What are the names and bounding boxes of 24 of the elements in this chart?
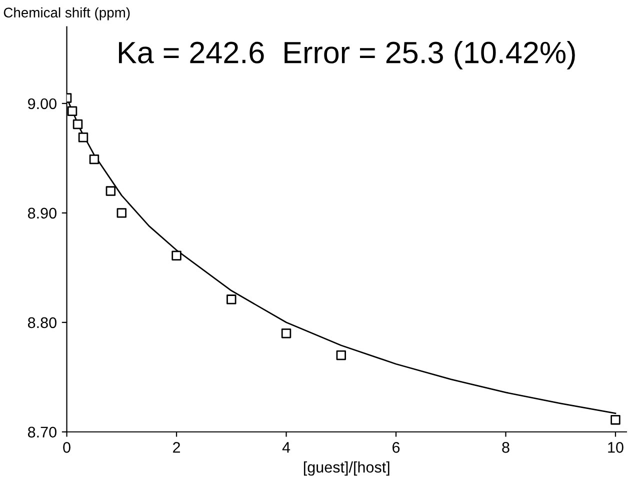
- point: [172, 250, 182, 260]
- point: [72, 119, 83, 130]
- x-axis-title: [guest]/[host]: [304, 461, 390, 476]
- point: [336, 350, 346, 360]
- y-axis-title: Chemical shift (ppm): [4, 7, 130, 20]
- point: [67, 106, 78, 116]
- point: [89, 154, 100, 164]
- y-tick-label: 9.00: [28, 98, 56, 110]
- x-tick-label: 4: [282, 442, 290, 453]
- point: [106, 186, 116, 196]
- point: [226, 294, 236, 304]
- point: [116, 208, 127, 218]
- x-tick-label: 8: [502, 442, 510, 453]
- annotation: Ka = 242.6 Error = 25.3 (10.42%): [118, 40, 575, 70]
- y-tick-label: 8.70: [28, 426, 56, 438]
- x-tick-label: 6: [392, 442, 400, 453]
- x-tick-label: 2: [173, 442, 180, 453]
- y-tick-label: 8.80: [28, 317, 56, 328]
- point: [610, 414, 620, 425]
- x-tick-label: 0: [63, 442, 70, 453]
- x-tick-label: 10: [608, 442, 624, 453]
- point: [281, 328, 292, 338]
- point: [78, 132, 88, 142]
- y-tick-label: 8.90: [28, 208, 56, 219]
